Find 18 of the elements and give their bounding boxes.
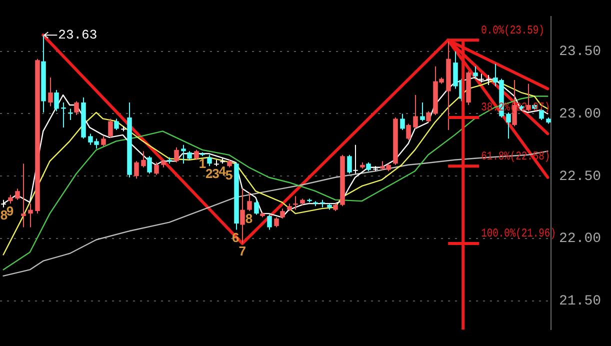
- ref-line-label: 100.0%(21.96): [481, 228, 556, 242]
- text: 6: [232, 230, 240, 245]
- y-tick-label: 22.00: [559, 231, 602, 248]
- text: 1: [198, 156, 206, 172]
- text: 8: [245, 211, 253, 226]
- text: 7: [238, 244, 246, 259]
- text: 2: [205, 166, 213, 182]
- annotation: 23.63: [58, 28, 98, 43]
- text: 3: [212, 166, 220, 182]
- text: 4: [218, 164, 226, 179]
- text: 8: [0, 207, 8, 222]
- y-tick-label: 22.50: [559, 168, 602, 185]
- text: 5: [225, 167, 233, 182]
- y-tick-label: 23.00: [559, 106, 602, 122]
- ref-line-label: 0.0%(23.59): [481, 24, 544, 38]
- text: 9: [6, 204, 14, 219]
- y-tick-label: 21.50: [559, 294, 602, 310]
- y-tick-label: 23.50: [559, 44, 602, 60]
